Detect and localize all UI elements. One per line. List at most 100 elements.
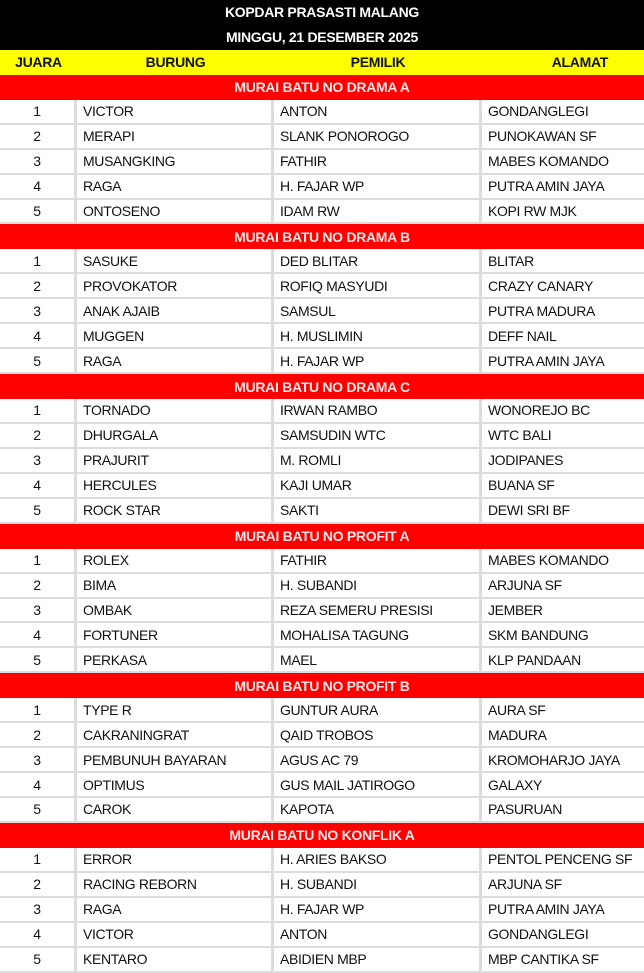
section-header: MURAI BATU NO DRAMA B [0,224,644,250]
juara-cell: 5 [0,498,77,522]
alamat-cell: MABES KOMANDO [488,153,609,170]
alamat-cell: CRAZY CANARY [488,277,593,294]
juara-cell: 1 [0,847,77,871]
juara-cell: 2 [0,124,77,148]
pemilik-cell: KAJI UMAR [274,473,482,497]
event-date: MINGGU, 21 DESEMBER 2025 [0,24,644,50]
burung-cell: KENTARO [77,947,274,971]
pemilik-cell: FATHIR [274,149,482,173]
juara-cell: 3 [0,149,77,173]
table-row: 2 RACING REBORN H. SUBANDI ARJUNA SF [0,872,644,898]
pemilik-cell: SAKTI [274,498,482,522]
table-row: 2 BIMA H. SUBANDI ARJUNA SF [0,573,644,599]
burung-cell: FORTUNER [77,623,274,647]
pemilik-cell: H. ARIES BAKSO [274,847,482,871]
table-row: 4 MUGGEN H. MUSLIMIN DEFF NAIL [0,324,644,350]
section-header: MURAI BATU NO DRAMA C [0,374,644,399]
table-row: 3 MUSANGKING FATHIR MABES KOMANDO [0,149,644,175]
juara-cell: 3 [0,748,77,772]
alamat-cell: PUTRA AMIN JAYA [488,352,605,369]
juara-cell: 2 [0,723,77,747]
alamat-cell: PUTRA MADURA [488,302,596,319]
table-row: 5 PERKASA MAEL KLP PANDAAN [0,648,644,674]
pemilik-cell: MAEL [274,648,482,672]
table-row: 2 MERAPI SLANK PONOROGO PUNOKAWAN SF [0,124,644,150]
burung-cell: PERKASA [77,648,274,672]
table-row: 5 CAROK KAPOTA PASURUAN [0,798,644,823]
table-row: 1 TYPE R GUNTUR AURA AURA SF [0,698,644,724]
burung-cell: MERAPI [77,124,274,148]
pemilik-cell: DED BLITAR [274,249,482,273]
pemilik-cell: SAMSUL [274,299,482,323]
juara-cell: 2 [0,274,77,298]
juara-cell: 4 [0,174,77,198]
burung-cell: SASUKE [77,249,274,273]
table-row: 4 RAGA H. FAJAR WP PUTRA AMIN JAYA [0,174,644,200]
alamat-cell: WTC BALI [488,427,552,444]
header-juara: JUARA [15,54,62,71]
pemilik-cell: H. FAJAR WP [274,897,482,921]
pemilik-cell: AGUS AC 79 [274,748,482,772]
pemilik-cell: REZA SEMERU PRESISI [274,598,482,622]
pemilik-cell: GUNTUR AURA [274,698,482,722]
table-row: 1 ROLEX FATHIR MABES KOMANDO [0,548,644,574]
table-row: 1 VICTOR ANTON GONDANGLEGI [0,99,644,125]
alamat-cell: SKM BANDUNG [488,626,589,643]
pemilik-cell: GUS MAIL JATIROGO [274,773,482,796]
burung-cell: TYPE R [77,698,274,722]
alamat-cell: ARJUNA SF [488,876,562,893]
juara-cell: 5 [0,798,77,821]
alamat-cell: JEMBER [488,601,543,618]
juara-cell: 1 [0,249,77,273]
pemilik-cell: MOHALISA TAGUNG [274,623,482,647]
section-header: MURAI BATU NO PROFIT A [0,523,644,549]
burung-cell: ONTOSENO [77,199,274,223]
pemilik-cell: IDAM RW [274,199,482,223]
section-header: MURAI BATU NO DRAMA A [0,74,644,100]
burung-cell: CAROK [77,798,274,821]
juara-cell: 4 [0,922,77,946]
table-row: 4 HERCULES KAJI UMAR BUANA SF [0,473,644,499]
alamat-cell: BUANA SF [488,477,555,494]
burung-cell: VICTOR [77,922,274,946]
table-row: 5 KENTARO ABIDIEN MBP MBP CANTIKA SF [0,947,644,973]
table-row: 1 TORNADO IRWAN RAMBO WONOREJO BC [0,399,644,424]
burung-cell: RAGA [77,174,274,198]
alamat-cell: PUTRA AMIN JAYA [488,178,605,195]
alamat-cell: GALAXY [488,776,542,793]
table-row: 5 ONTOSENO IDAM RW KOPI RW MJK [0,199,644,225]
burung-cell: OPTIMUS [77,773,274,796]
burung-cell: PEMBUNUH BAYARAN [77,748,274,772]
pemilik-cell: IRWAN RAMBO [274,399,482,422]
juara-cell: 2 [0,573,77,597]
burung-cell: OMBAK [77,598,274,622]
burung-cell: PROVOKATOR [77,274,274,298]
alamat-cell: MABES KOMANDO [488,552,609,569]
alamat-cell: KROMOHARJO JAYA [488,751,620,768]
juara-cell: 1 [0,698,77,722]
burung-cell: RAGA [77,897,274,921]
table-row: 1 ERROR H. ARIES BAKSO PENTOL PENCENG SF [0,847,644,873]
table-row: 5 ROCK STAR SAKTI DEWI SRI BF [0,498,644,524]
pemilik-cell: FATHIR [274,548,482,572]
juara-cell: 5 [0,349,77,373]
table-row: 1 SASUKE DED BLITAR BLITAR [0,249,644,275]
burung-cell: ERROR [77,847,274,871]
juara-cell: 5 [0,199,77,223]
pemilik-cell: ROFIQ MASYUDI [274,274,482,298]
page-title: KOPDAR PRASASTI MALANG [0,0,644,25]
pemilik-cell: H. SUBANDI [274,573,482,597]
pemilik-cell: ANTON [274,922,482,946]
results-body: MURAI BATU NO DRAMA A 1 VICTOR ANTON GONDANG… [0,74,644,973]
juara-cell: 4 [0,473,77,497]
pemilik-cell: ABIDIEN MBP [274,947,482,971]
section-header: MURAI BATU NO KONFLIK A [0,822,644,848]
pemilik-cell: H. MUSLIMIN [274,324,482,348]
pemilik-cell: KAPOTA [274,798,482,821]
table-row: 4 OPTIMUS GUS MAIL JATIROGO GALAXY [0,773,644,798]
burung-cell: CAKRANINGRAT [77,723,274,747]
burung-cell: ROLEX [77,548,274,572]
table-row: 3 PEMBUNUH BAYARAN AGUS AC 79 KROMOHARJO JA… [0,748,644,774]
juara-cell: 1 [0,548,77,572]
